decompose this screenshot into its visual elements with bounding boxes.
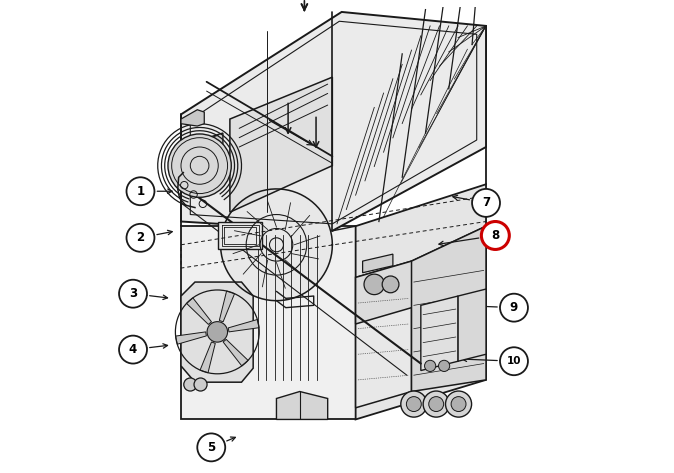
Text: 2: 2 (136, 231, 144, 245)
Text: 7: 7 (482, 196, 490, 210)
Polygon shape (458, 289, 486, 361)
Polygon shape (421, 296, 458, 370)
Polygon shape (356, 184, 486, 420)
Text: 1: 1 (136, 185, 144, 198)
Polygon shape (356, 226, 486, 324)
Polygon shape (187, 298, 212, 324)
Polygon shape (176, 332, 206, 344)
Circle shape (127, 177, 154, 205)
Circle shape (446, 391, 472, 417)
Circle shape (500, 347, 528, 375)
Polygon shape (200, 342, 215, 373)
Polygon shape (412, 226, 486, 392)
Polygon shape (230, 77, 332, 212)
Circle shape (194, 378, 207, 391)
Circle shape (184, 378, 197, 391)
Circle shape (119, 280, 147, 307)
Polygon shape (276, 392, 328, 420)
Circle shape (197, 433, 225, 461)
Circle shape (127, 224, 154, 252)
Polygon shape (220, 189, 332, 301)
Polygon shape (178, 133, 223, 175)
Polygon shape (181, 110, 204, 126)
Circle shape (168, 134, 231, 197)
Polygon shape (228, 319, 259, 332)
Circle shape (119, 336, 147, 364)
Circle shape (429, 397, 443, 412)
Circle shape (423, 391, 450, 417)
Circle shape (500, 294, 528, 322)
Polygon shape (219, 291, 235, 322)
Polygon shape (181, 226, 356, 420)
Circle shape (406, 397, 421, 412)
Circle shape (425, 360, 435, 371)
Circle shape (382, 276, 399, 293)
Polygon shape (181, 12, 486, 231)
Polygon shape (181, 282, 253, 382)
Text: 3: 3 (129, 287, 137, 300)
Text: 9: 9 (510, 301, 518, 314)
Circle shape (439, 360, 450, 371)
Circle shape (451, 397, 466, 412)
Circle shape (401, 391, 427, 417)
Text: 5: 5 (207, 441, 216, 454)
Polygon shape (356, 261, 412, 408)
Text: 4: 4 (129, 343, 137, 356)
Polygon shape (363, 254, 393, 273)
Polygon shape (223, 339, 248, 366)
Circle shape (481, 221, 510, 249)
Circle shape (207, 322, 228, 342)
Circle shape (364, 274, 384, 295)
Polygon shape (218, 221, 262, 249)
Circle shape (472, 189, 500, 217)
Text: 8: 8 (491, 229, 499, 242)
Text: 10: 10 (507, 356, 521, 366)
